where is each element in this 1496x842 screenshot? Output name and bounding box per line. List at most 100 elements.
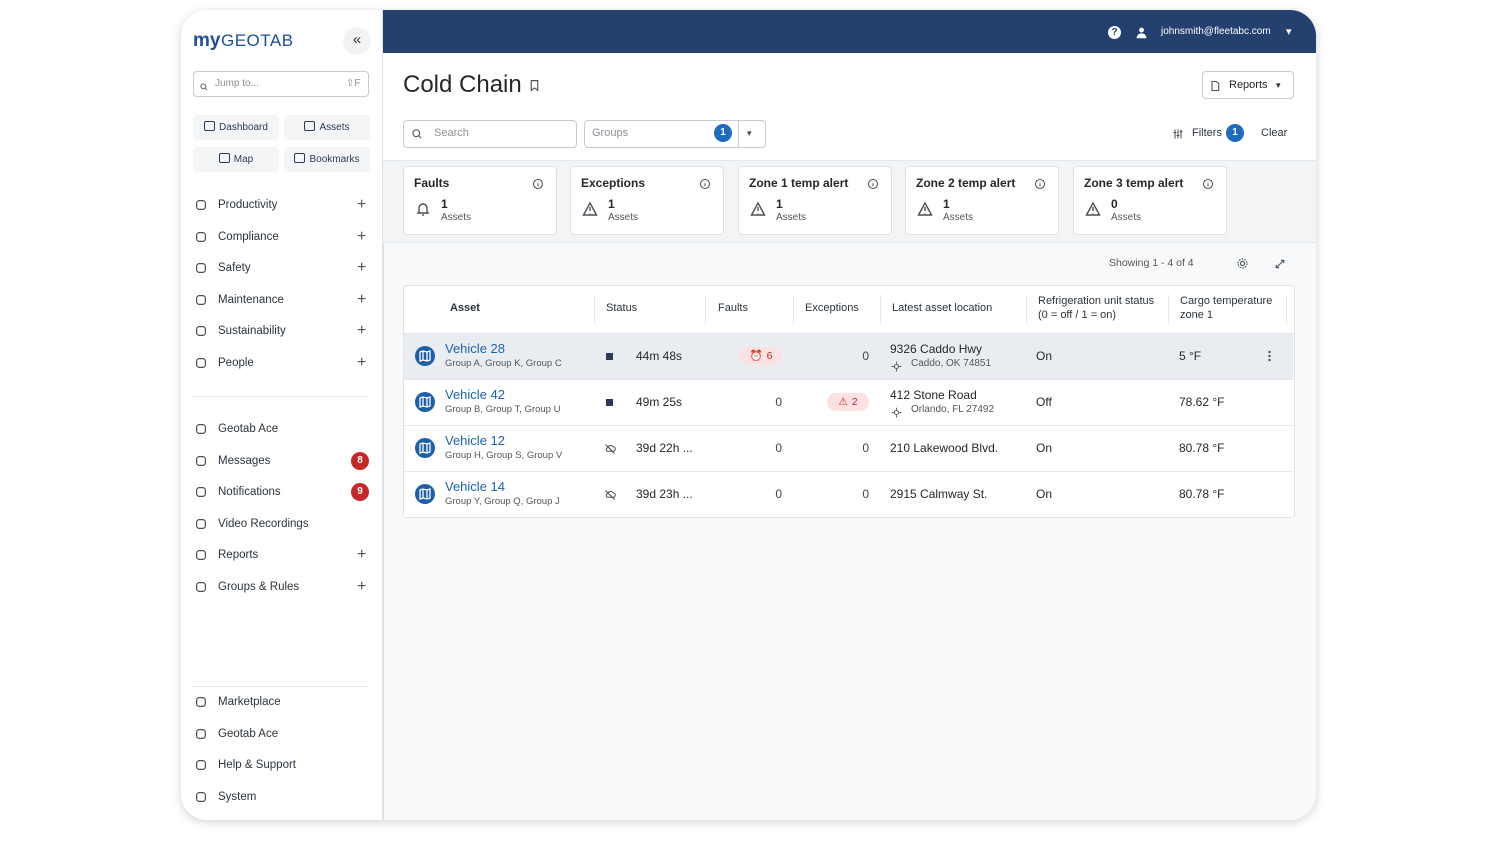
column-divider	[1168, 295, 1169, 323]
quick-link-label: Bookmarks	[309, 154, 360, 165]
card-count: 1	[943, 197, 950, 211]
nav-label[interactable]: Notifications	[218, 486, 281, 498]
sidebar	[181, 10, 384, 820]
summary-card[interactable]	[905, 166, 1059, 235]
location-city: Caddo, OK 74851	[911, 358, 992, 369]
quick-link[interactable]: Dashboard	[193, 115, 279, 140]
quick-link[interactable]: Bookmarks	[284, 147, 370, 172]
summary-card[interactable]	[1073, 166, 1227, 235]
bookmark-icon	[528, 79, 541, 92]
nav-expand[interactable]: +	[357, 546, 367, 563]
exception-count: 0	[862, 349, 869, 363]
location-city: Orlando, FL 27492	[911, 404, 995, 415]
groups-caret[interactable]: ▾	[747, 128, 752, 138]
summary-card[interactable]	[738, 166, 892, 235]
row-menu[interactable]	[1268, 350, 1271, 362]
reports-button[interactable]	[1202, 71, 1294, 99]
asset-name[interactable]: Vehicle 28	[445, 341, 505, 356]
card-unit: Assets	[1111, 212, 1142, 223]
user-caret[interactable]: ▾	[1286, 26, 1292, 38]
table-row[interactable]	[404, 333, 1293, 379]
clear-button[interactable]: Clear	[1261, 127, 1288, 139]
column-divider	[1286, 295, 1287, 323]
nav-label[interactable]: Geotab Ace	[218, 423, 279, 435]
expand-icon	[1274, 257, 1286, 269]
asset-name[interactable]: Vehicle 12	[445, 433, 505, 448]
nav-label[interactable]: Safety	[218, 262, 251, 274]
groups-box[interactable]	[584, 120, 766, 148]
card-icon	[1085, 201, 1101, 217]
column-header[interactable]: Cargo temperature zone 1	[1180, 295, 1273, 321]
table-row[interactable]	[404, 471, 1293, 517]
nav-expand[interactable]: +	[357, 353, 367, 371]
divider	[193, 396, 369, 397]
asset-name[interactable]: Vehicle 42	[445, 387, 505, 402]
reports-caret: ▾	[1276, 80, 1281, 90]
card-title: Faults	[414, 176, 450, 190]
status-duration: 39d 22h ...	[636, 441, 693, 455]
nav-label[interactable]: Productivity	[218, 199, 278, 211]
summary-card[interactable]	[403, 166, 557, 235]
nav-icon	[194, 548, 208, 562]
nav-label[interactable]: Messages	[218, 454, 271, 467]
table-row[interactable]	[404, 425, 1293, 471]
quick-link[interactable]: Map	[193, 147, 279, 172]
nav-icon	[194, 261, 208, 275]
nav-expand[interactable]: +	[357, 290, 367, 308]
nav-label[interactable]: Reports	[218, 549, 259, 561]
showing-count: Showing 1 - 4 of 4	[1109, 257, 1194, 269]
status-offline	[604, 488, 616, 500]
user-email[interactable]: johnsmith@fleetabc.com	[1161, 26, 1271, 37]
asset-groups: Group A, Group K, Group C	[445, 358, 562, 369]
nav-expand[interactable]: +	[357, 259, 367, 276]
vehicle-icon	[415, 392, 435, 412]
card-icon	[582, 201, 598, 217]
nav-expand[interactable]: +	[357, 227, 367, 245]
column-header[interactable]: Exceptions	[805, 302, 859, 314]
user-icon	[1135, 26, 1148, 39]
collapse-button[interactable]: «	[343, 27, 371, 55]
help-button[interactable]: ?	[1108, 26, 1121, 39]
column-header[interactable]: Refrigeration unit status (0 = off / 1 =…	[1038, 295, 1155, 321]
nav-label[interactable]: Sustainability	[218, 325, 286, 337]
refrigeration-status: Off	[1036, 395, 1052, 409]
nav-icon	[194, 580, 208, 594]
nav-label[interactable]: Compliance	[218, 230, 279, 243]
nav-label[interactable]: Geotab Ace	[218, 727, 279, 740]
asset-name[interactable]: Vehicle 14	[445, 479, 505, 494]
column-divider	[880, 295, 881, 323]
exception-pill-count: 2	[851, 396, 858, 408]
nav-expand[interactable]: +	[357, 577, 367, 595]
card-icon	[750, 201, 766, 217]
app-frame: my GEOTAB « Jump to... ⇧F Dashboard Assets Map B…	[181, 10, 1316, 820]
quick-link[interactable]: Assets	[284, 115, 370, 140]
nav-expand[interactable]: +	[357, 322, 367, 339]
nav-badge: 9	[351, 483, 369, 501]
nav-label[interactable]: Help & Support	[218, 759, 296, 772]
search-icon	[199, 79, 209, 91]
column-header[interactable]: Status	[606, 302, 638, 314]
nav-expand[interactable]: +	[357, 196, 367, 213]
column-header[interactable]: Latest asset location	[892, 302, 993, 314]
info-icon	[1202, 177, 1214, 190]
info-icon	[699, 177, 711, 190]
jump-search[interactable]	[193, 71, 369, 97]
nav-label[interactable]: System	[218, 790, 257, 803]
status-duration: 44m 48s	[636, 349, 683, 363]
nav-label[interactable]: Video Recordings	[218, 517, 309, 530]
column-divider	[705, 295, 706, 323]
column-header[interactable]: Asset	[450, 302, 480, 314]
nav-label[interactable]: Maintenance	[218, 293, 284, 306]
quick-link-label: Dashboard	[219, 122, 268, 133]
info-icon	[532, 177, 544, 190]
summary-card[interactable]	[570, 166, 724, 235]
nav-label[interactable]: Marketplace	[218, 696, 281, 708]
nav-label[interactable]: People	[218, 356, 254, 369]
nav-icon	[194, 356, 208, 370]
column-header[interactable]: Faults	[718, 302, 748, 314]
nav-label[interactable]: Groups & Rules	[218, 580, 300, 593]
column-divider	[793, 295, 794, 323]
filters-label[interactable]: Filters	[1192, 127, 1222, 139]
search-box[interactable]	[403, 120, 577, 148]
